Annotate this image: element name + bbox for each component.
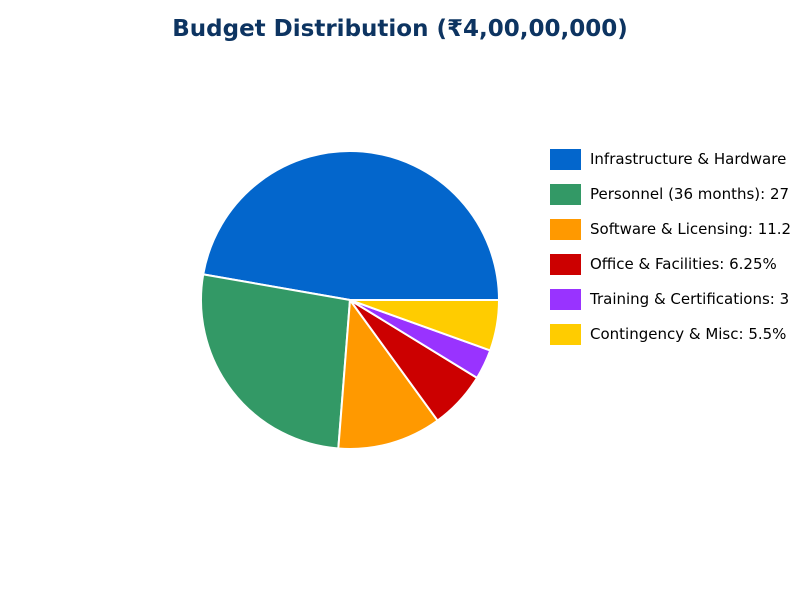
legend-swatch-training (550, 289, 581, 310)
legend: Infrastructure & Hardware Personnel (36 … (550, 149, 800, 359)
pie-slice-software-licensing (337, 299, 439, 450)
pie-slice-contingency-misc (349, 299, 500, 352)
legend-item-infrastructure: Infrastructure & Hardware (550, 149, 800, 184)
legend-label-infrastructure: Infrastructure & Hardware (590, 150, 787, 168)
legend-swatch-office (550, 254, 581, 275)
pie-slices (200, 150, 500, 450)
legend-item-software: Software & Licensing: 11.2 (550, 219, 800, 254)
legend-item-office: Office & Facilities: 6.25% (550, 254, 800, 289)
pie-slice-infrastructure-hardware (202, 150, 500, 301)
legend-label-office: Office & Facilities: 6.25% (590, 255, 777, 273)
legend-label-training: Training & Certifications: 3 (590, 290, 790, 308)
pie-slice-personnel-36-months (200, 273, 351, 450)
legend-swatch-contingency (550, 324, 581, 345)
legend-item-contingency: Contingency & Misc: 5.5% (550, 324, 800, 359)
legend-swatch-infrastructure (550, 149, 581, 170)
legend-label-software: Software & Licensing: 11.2 (590, 220, 792, 238)
legend-swatch-software (550, 219, 581, 240)
chart-title: Budget Distribution (₹4,00,00,000) (172, 16, 628, 42)
legend-label-contingency: Contingency & Misc: 5.5% (590, 325, 787, 343)
legend-item-personnel: Personnel (36 months): 27 (550, 184, 800, 219)
legend-item-training: Training & Certifications: 3 (550, 289, 800, 324)
legend-swatch-personnel (550, 184, 581, 205)
legend-label-personnel: Personnel (36 months): 27 (590, 185, 790, 203)
